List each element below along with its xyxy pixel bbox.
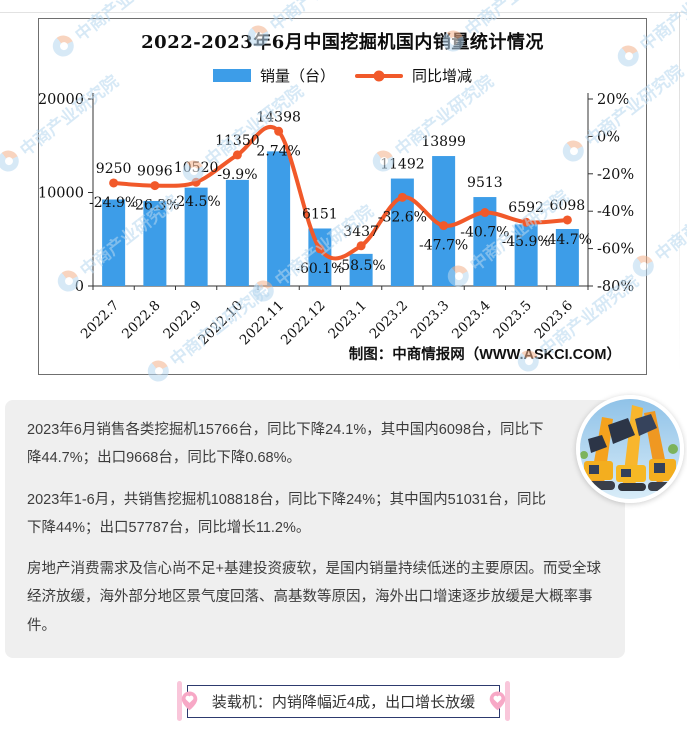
yoy-marker: [439, 221, 449, 231]
yoy-marker: [315, 244, 325, 254]
pct-label: -45.9%: [502, 234, 551, 250]
bar: [143, 200, 167, 286]
x-axis-label: 2023.5: [490, 298, 535, 343]
right-axis-tick: -40%: [597, 204, 634, 220]
value-label: 6592: [508, 200, 544, 216]
bar: [555, 228, 579, 286]
pct-label: -32.6%: [378, 209, 427, 225]
paragraph-outlook: 房地产消费需求及信心尚不足+基建投资疲软，是国内销量持续低迷的主要原因。而受全球…: [27, 561, 601, 634]
yoy-marker: [397, 192, 407, 202]
yoy-marker: [562, 215, 572, 225]
yoy-marker: [480, 208, 490, 218]
yoy-marker: [191, 177, 201, 187]
watermark-logo-icon: [0, 146, 24, 176]
pct-label: -47.7%: [419, 238, 468, 254]
left-axis-tick: 20000: [39, 92, 84, 108]
summary-panel: 2023年6月销售各类挖掘机15766台，同比下降24.1%，其中国内6098台…: [5, 400, 625, 658]
value-label: 14398: [256, 109, 301, 125]
value-label: 9513: [467, 175, 503, 191]
paragraph-june-sales: 2023年6月销售各类挖掘机15766台，同比下降24.1%，其中国内6098台…: [27, 422, 544, 467]
x-axis-label: 2022.11: [237, 298, 288, 349]
top-divider: [0, 12, 687, 13]
value-label: 13899: [421, 134, 466, 150]
x-axis-label: 2022.12: [278, 298, 329, 349]
yoy-marker: [356, 241, 366, 251]
pct-label: -9.9%: [217, 167, 257, 183]
badge-row: 装载机：内销降幅近4成，出口增长放缓: [0, 681, 687, 721]
x-axis-label: 2022.8: [119, 298, 164, 343]
bar: [308, 228, 332, 286]
watermark-text: 中商产业研究院: [651, 176, 687, 265]
page-edge-shadow: [679, 12, 680, 372]
x-axis-label: 2023.2: [366, 298, 411, 343]
bar: [514, 224, 538, 286]
excavator-illustration: [580, 399, 680, 499]
x-axis-label: 2023.1: [325, 298, 370, 343]
bar: [390, 178, 414, 286]
chart-card: 0 10000 20000 20% 0% -20% -40% -60% -80% 9250 -24.…: [38, 18, 647, 375]
bar: [267, 151, 291, 286]
bar: [102, 199, 126, 286]
legend-label-sales: 销量（台）: [259, 68, 335, 85]
yoy-marker: [232, 150, 242, 160]
excavator-photo: [576, 395, 684, 503]
right-axis-tick: 20%: [597, 92, 629, 108]
chart-legend: 销量（台） 同比增减: [39, 65, 646, 86]
chart-attribution: 制图：中商情报网（WWW.ASKCI.COM）: [348, 347, 621, 363]
right-axis-tick: -20%: [597, 167, 634, 183]
yoy-marker: [109, 178, 119, 188]
yoy-marker: [274, 126, 284, 136]
x-axis-label: 2022.10: [195, 298, 246, 349]
bar: [349, 253, 373, 286]
legend-label-yoy: 同比增减: [412, 68, 473, 85]
bar: [432, 156, 456, 286]
bar: [225, 179, 249, 286]
legend-item-sales: 销量（台）: [212, 65, 335, 86]
chart-title: 2022-2023年6月中国挖掘机国内销量统计情况: [141, 32, 544, 53]
legend-item-yoy: 同比增减: [355, 65, 472, 86]
pct-label: -26.3%: [130, 198, 179, 214]
pct-label: -24.5%: [172, 194, 221, 210]
value-label: 11350: [215, 133, 260, 149]
pct-label: -60.1%: [295, 261, 344, 277]
yoy-marker: [150, 181, 160, 191]
pct-label: -24.9%: [89, 195, 138, 211]
left-axis-tick: 0: [75, 279, 84, 295]
bar: [473, 197, 497, 286]
sales-yoy-combo-chart: 0 10000 20000 20% 0% -20% -40% -60% -80% 9250 -24.…: [39, 92, 634, 349]
right-axis-tick: -60%: [597, 242, 634, 258]
heart-pin-icon: [489, 691, 506, 711]
x-axis-label: 2023.6: [531, 298, 576, 343]
x-axis-label: 2023.3: [408, 298, 453, 343]
pct-label: 2.74%: [256, 143, 300, 159]
heart-pin-icon: [181, 691, 198, 711]
loader-badge: 装载机：内销降幅近4成，出口增长放缓: [181, 684, 506, 718]
badge-label: 装载机：内销降幅近4成，出口增长放缓: [211, 693, 476, 711]
paragraph-h1-sales: 2023年1-6月，共销售挖掘机108818台，同比下降24%；其中国内5103…: [27, 491, 546, 536]
right-axis-tick: 0%: [597, 129, 620, 145]
x-axis-label: 2023.4: [449, 298, 494, 343]
line-swatch-icon: [355, 73, 403, 78]
value-label: 11492: [380, 157, 425, 173]
value-label: 9096: [137, 164, 173, 180]
pct-label: -44.7%: [543, 232, 592, 248]
bar-swatch-icon: [212, 69, 251, 82]
yoy-marker: [521, 217, 531, 227]
left-axis-tick: 10000: [39, 186, 84, 202]
value-label: 6098: [550, 198, 586, 214]
x-axis-label: 2022.7: [78, 298, 123, 343]
right-axis-tick: -80%: [597, 279, 634, 295]
value-label: 3437: [343, 224, 379, 240]
pct-label: -58.5%: [337, 258, 386, 274]
value-label: 6151: [302, 206, 338, 222]
value-label: 10520: [174, 160, 219, 176]
badge-left-bar: [176, 681, 182, 721]
bar: [184, 187, 208, 286]
value-label: 9250: [96, 161, 132, 177]
pct-label: -40.7%: [460, 225, 509, 241]
badge-right-bar: [505, 681, 511, 721]
